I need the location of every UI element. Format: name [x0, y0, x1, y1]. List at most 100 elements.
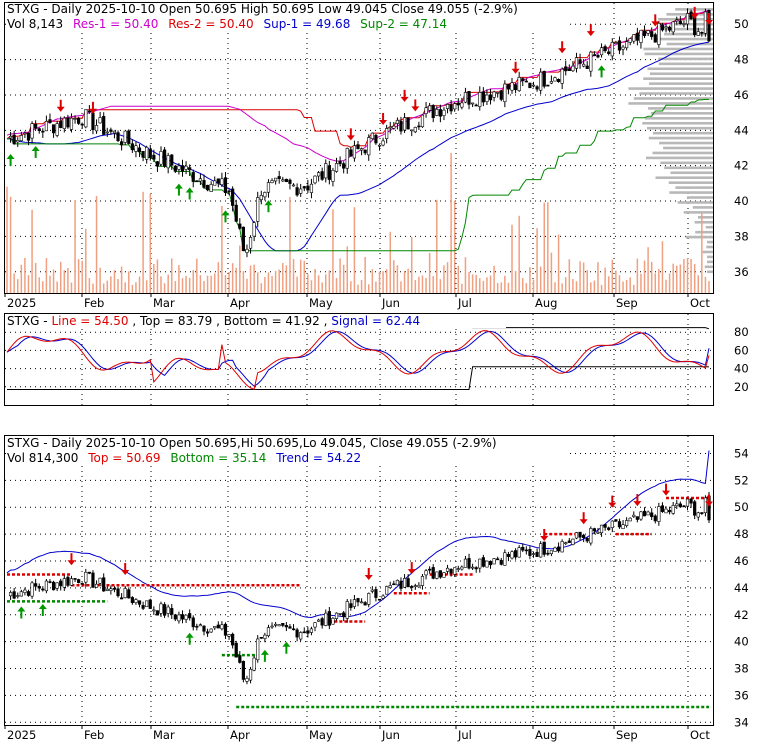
price-candle-body	[62, 117, 66, 129]
trend-lines	[6, 450, 710, 709]
trend-candle-body	[657, 506, 661, 522]
volume-bars	[6, 153, 710, 293]
trend-candle-body	[123, 588, 127, 599]
price-candle-body	[234, 204, 238, 222]
res2-line	[6, 11, 709, 148]
volume-profile-bar	[697, 216, 713, 219]
price-candle-body	[603, 46, 607, 52]
price-candle-body	[184, 165, 188, 170]
price-candle-body	[367, 137, 371, 156]
buy-arrow	[221, 210, 230, 223]
price-candle-body	[263, 192, 267, 198]
price-candle-body	[399, 120, 403, 132]
trend-line	[6, 450, 710, 619]
trend-candle-body	[180, 614, 185, 620]
sell-arrow	[690, 6, 699, 19]
buy-arrow-head	[597, 65, 606, 71]
price-candle-body	[324, 163, 328, 179]
trend-y-tick: 46	[734, 554, 749, 568]
trend-candle-body	[66, 576, 70, 586]
x-axis-ticks: 2025 2025 Feb Feb Mar Mar Apr Apr May May Jun Jun Ju…	[4, 293, 710, 742]
price-candle-body	[585, 65, 589, 69]
trend-y-tick: 48	[734, 527, 749, 541]
trend-header-title: STXG - Daily 2025-10-10 Open 50.695,Hi 5…	[7, 436, 497, 450]
price-candle-body	[385, 128, 389, 139]
trend-candle-body	[614, 519, 618, 522]
price-candle-body	[463, 92, 468, 103]
volume-profile-bar	[643, 47, 713, 51]
sell-arrow-head	[690, 13, 699, 19]
trend-candle-body	[556, 546, 561, 552]
trend-candle-body	[73, 578, 77, 580]
trend-candle-body	[496, 558, 500, 561]
volume-profile-bar	[642, 121, 713, 125]
trend-candle-body	[560, 541, 564, 553]
sell-arrow-head	[579, 519, 588, 525]
price-candle-body	[245, 248, 249, 253]
price-candle-body	[578, 59, 582, 64]
sell-arrow-head	[705, 20, 713, 26]
price-y-tick: 40	[734, 194, 749, 208]
volume-profile-bar	[628, 87, 713, 90]
oscillator-lines	[6, 324, 710, 390]
trend-candle-body	[481, 557, 485, 567]
price-candle-body	[424, 107, 428, 114]
trend-candle-body	[435, 571, 439, 579]
sell-arrow-head	[651, 21, 660, 27]
buy-arrow-head	[264, 200, 273, 206]
trend-candle-body	[263, 634, 267, 639]
price-candle-body	[503, 83, 507, 103]
buy-arrow	[185, 187, 194, 200]
trend-candle-body	[370, 589, 374, 592]
trend-candle-body	[453, 567, 457, 575]
price-candle-body	[370, 132, 374, 139]
buy-arrow	[6, 153, 15, 166]
price-header-title: STXG - Daily 2025-10-10 Open 50.695 High…	[7, 2, 518, 16]
price-y-tick: 38	[734, 229, 749, 243]
trend-candle-body	[406, 578, 410, 588]
price-candle-body	[306, 185, 310, 191]
trend-candle-body	[542, 541, 546, 555]
price-candle-body	[166, 155, 170, 169]
trend-candle-body	[127, 589, 131, 599]
trend-candle-body	[274, 623, 278, 626]
price-candle-body	[227, 190, 231, 193]
price-candle-body	[431, 105, 435, 119]
price-panel-frame	[4, 2, 714, 294]
price-candle-body	[259, 195, 263, 200]
price-candle-body	[109, 129, 113, 132]
sup2-line	[7, 98, 709, 252]
buy-arrow-head	[6, 153, 15, 159]
price-y-tick: 36	[734, 265, 749, 279]
trend-candle-body	[51, 581, 56, 591]
price-candle-body	[91, 112, 95, 131]
sell-arrow	[651, 14, 660, 27]
price-candle-body	[231, 188, 235, 206]
trend-candle-body	[359, 601, 364, 604]
price-signal-arrows	[6, 6, 713, 223]
volume-profile-bar	[644, 52, 713, 56]
trend-candle-body	[238, 655, 242, 663]
volume-profile-bar	[655, 176, 713, 180]
price-candle-body	[73, 118, 77, 120]
trend-candle-body	[506, 553, 511, 557]
price-candle-body	[288, 179, 292, 184]
oscillator-y-tick: 20	[734, 380, 749, 394]
oscillator-header-bg	[6, 314, 506, 328]
sell-arrow-head	[407, 569, 416, 575]
price-candle-body	[191, 172, 195, 182]
trend-candle-body	[12, 591, 16, 599]
oscillator-panel-frame	[4, 313, 714, 406]
trend-candle-body	[234, 642, 238, 658]
price-x-tick: Jun	[381, 296, 400, 310]
trend-candle-body	[116, 588, 120, 597]
sell-arrow	[705, 13, 713, 26]
trend-candle-body	[678, 503, 682, 508]
trend-candle-body	[528, 549, 532, 556]
price-candle-body	[23, 132, 27, 135]
trend-candle-body	[295, 629, 299, 638]
volume-profile-bar	[649, 82, 713, 85]
trend-candle-body	[166, 606, 170, 614]
trend-candle-body	[567, 540, 571, 543]
price-candle-body	[48, 119, 52, 123]
